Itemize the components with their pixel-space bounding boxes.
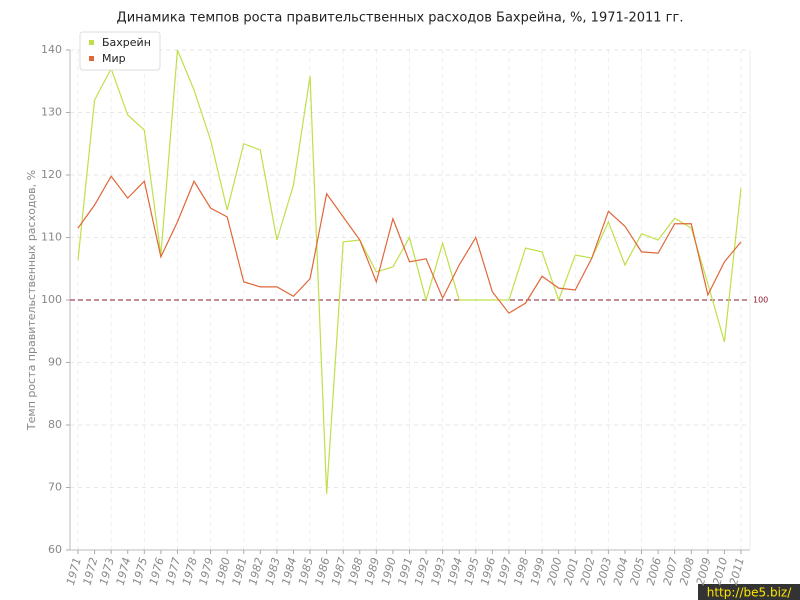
legend-swatch — [89, 40, 94, 45]
legend: Бахрейн Мир — [79, 31, 161, 71]
y-axis-label: Темп роста правительственных расходов, % — [25, 170, 38, 431]
watermark-box — [698, 584, 800, 600]
legend-label: Бахрейн — [102, 36, 151, 49]
legend-swatch — [89, 56, 94, 61]
y-tick-label: 90 — [48, 356, 62, 369]
y-tick-label: 120 — [41, 168, 62, 181]
line-series — [77, 49, 742, 494]
line-series — [77, 175, 742, 314]
y-tick-label: 130 — [41, 106, 62, 119]
y-tick-label: 140 — [41, 43, 62, 56]
y-tick-label: 60 — [48, 543, 62, 556]
legend-box — [79, 31, 161, 71]
y-tick-label: 80 — [48, 418, 62, 431]
chart-title: Динамика темпов роста правительственных … — [117, 11, 684, 26]
y-tick-label: 100 — [41, 293, 62, 306]
y-tick-label: 70 — [48, 481, 62, 494]
legend-label: Мир — [102, 52, 126, 65]
reference-label: 100 — [753, 296, 768, 305]
watermark: http://be5.biz/ — [707, 586, 792, 600]
y-tick-label: 110 — [41, 231, 62, 244]
